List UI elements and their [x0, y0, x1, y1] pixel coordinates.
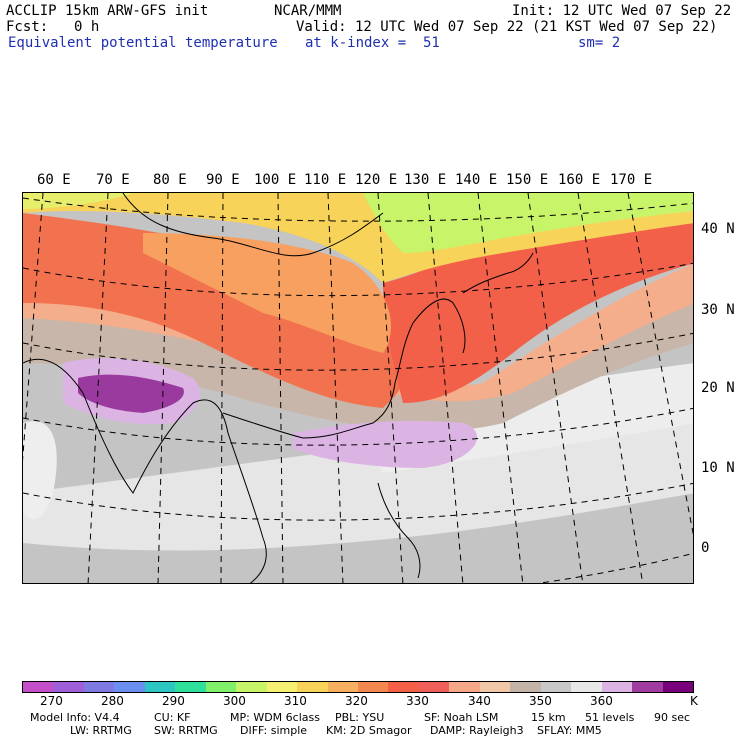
colorbar-swatch [571, 682, 602, 692]
footer-diffusion: DIFF: simple [240, 724, 308, 737]
lon-label-90e: 90 E [206, 172, 240, 188]
coastlines [23, 193, 534, 583]
colorbar-swatch [540, 682, 572, 692]
lat-label-40n: 40 N [701, 221, 735, 237]
colorbar-swatch [114, 682, 145, 692]
colorbar-tick-350: 350 [529, 694, 552, 708]
lon-label-130e: 130 E [404, 172, 447, 188]
footer-damping: DAMP: Rayleigh3 [430, 724, 524, 737]
lon-label-110e: 110 E [304, 172, 347, 188]
map-canvas [23, 193, 693, 583]
coastline-south-asia [23, 358, 267, 583]
colorbar-swatch [53, 682, 84, 692]
lon-label-150e: 150 E [506, 172, 549, 188]
colorbar-swatch [388, 682, 419, 692]
meridian-160e [577, 193, 644, 583]
warm-region-west [23, 213, 406, 408]
orange-interior [143, 233, 392, 353]
lat-label-20n: 20 N [701, 380, 735, 396]
lon-label-80e: 80 E [153, 172, 187, 188]
footer-surface-layer: SFLAY: MM5 [537, 724, 602, 737]
footer-cumulus: CU: KF [154, 711, 191, 724]
colorbar-swatch [327, 682, 358, 692]
colorbar-tick-360: 360 [590, 694, 613, 708]
footer-levels: 51 levels [585, 711, 635, 724]
lon-label-70e: 70 E [96, 172, 130, 188]
colorbar-swatch [479, 682, 511, 692]
valid-time: Valid: 12 UTC Wed 07 Sep 22 (21 KST Wed … [296, 19, 718, 35]
lon-label-170e: 170 E [610, 172, 653, 188]
footer-surface: SF: Noah LSM [424, 711, 499, 724]
init-time: Init: 12 UTC Wed 07 Sep 22 [512, 3, 732, 19]
colorbar-swatch [175, 682, 206, 692]
footer-model-info: Model Info: V4.4 [30, 711, 120, 724]
colorbar-tick-340: 340 [468, 694, 491, 708]
tan-band [23, 293, 693, 432]
lon-label-140e: 140 E [455, 172, 498, 188]
meridian-170e [627, 193, 693, 536]
coastline-east-asia [222, 298, 466, 439]
colorbar-swatch [449, 682, 480, 692]
lat-label-0: 0 [701, 540, 710, 556]
colorbar-tick-320: 320 [345, 694, 368, 708]
footer-timestep: 90 sec [654, 711, 691, 724]
theta-e-map [22, 192, 694, 584]
coastline-japan [462, 252, 534, 294]
footer-resolution: 15 km [531, 711, 566, 724]
parallel-10n [23, 482, 693, 521]
colorbar-swatch [236, 682, 267, 692]
parallel-30n [23, 332, 693, 371]
colorbar-swatch [266, 682, 298, 692]
colorbar-swatch [418, 682, 450, 692]
footer-km: KM: 2D Smagor [326, 724, 412, 737]
colorbar-tick-310: 310 [284, 694, 307, 708]
footer-pbl: PBL: YSU [335, 711, 385, 724]
footer-shortwave: SW: RRTMG [154, 724, 218, 737]
smoothing-label: sm= 2 [578, 35, 621, 51]
organization-label: NCAR/MMM [274, 3, 342, 19]
colorbar-swatch [144, 682, 176, 692]
colorbar-swatch [662, 682, 693, 692]
coastline-philippines [377, 482, 421, 579]
lon-label-100e: 100 E [254, 172, 297, 188]
colorbar-swatch [205, 682, 237, 692]
colorbar-swatch [83, 682, 115, 692]
colorbar-unit: K [690, 694, 698, 708]
graticule [23, 193, 693, 583]
lon-label-120e: 120 E [355, 172, 398, 188]
colorbar-swatch [632, 682, 663, 692]
lon-label-60e: 60 E [37, 172, 71, 188]
colorbar-swatch [297, 682, 328, 692]
colorbar-tick-290: 290 [162, 694, 185, 708]
model-title: ACCLIP 15km ARW-GFS init [6, 3, 209, 19]
lat-label-10n: 10 N [701, 460, 735, 476]
colorbar-swatch [23, 682, 54, 692]
yellow-northwest [23, 193, 133, 209]
parallel-40n [23, 262, 693, 297]
border-north [122, 193, 384, 257]
colorbar-swatch [601, 682, 633, 692]
parallel-20n [23, 407, 693, 446]
parallel-45n [23, 197, 693, 222]
arabian-sea-light [23, 421, 57, 519]
field-name: Equivalent potential temperature [8, 35, 278, 51]
footer-longwave: LW: RRTMG [70, 724, 132, 737]
lon-label-160e: 160 E [558, 172, 601, 188]
purple-patch-india [78, 374, 184, 413]
colorbar-tick-280: 280 [101, 694, 124, 708]
green-north [363, 193, 693, 253]
level-index: at k-index = 51 [305, 35, 440, 51]
forecast-hour: 0 h [74, 19, 100, 35]
parallel-0 [536, 552, 693, 583]
colorbar [22, 681, 694, 693]
colorbar-tick-270: 270 [40, 694, 63, 708]
forecast-label: Fcst: [6, 19, 49, 35]
lat-label-30n: 30 N [701, 302, 735, 318]
colorbar-swatch [357, 682, 389, 692]
colorbar-tick-330: 330 [406, 694, 429, 708]
colorbar-tick-300: 300 [223, 694, 246, 708]
footer-microphysics: MP: WDM 6class [230, 711, 320, 724]
colorbar-swatch [510, 682, 541, 692]
